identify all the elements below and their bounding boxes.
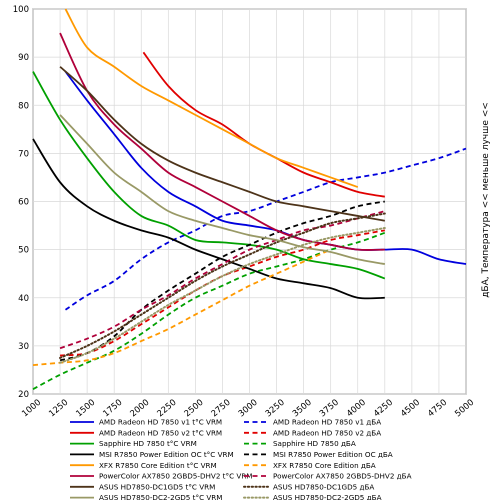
series-line-12	[59, 210, 386, 350]
series-line-6	[32, 231, 386, 390]
legend-label: XFX R7850 Core Edition t°C VRM	[99, 461, 217, 470]
legend-label: XFX R7850 Core Edition дБА	[273, 461, 376, 470]
legend-label: MSI R7850 Power Edition OC дБА	[273, 450, 393, 459]
x-tick-label: 4000	[345, 398, 368, 420]
x-tick-label: 2750	[210, 398, 233, 420]
legend-label: ASUS HD7850-DC2-2GD5 дБА	[273, 493, 382, 500]
legend-label: Sapphire HD 7850 t°C VRM	[99, 439, 197, 448]
series-line-2	[64, 147, 467, 311]
legend-label: ASUS HD7850-DC1GD5 t°C VRM	[99, 482, 215, 491]
x-tick-label: 2000	[128, 398, 151, 420]
x-tick-label: 3750	[318, 398, 341, 420]
x-tick-label: 4750	[426, 398, 449, 420]
y-axis-label: дБА, Температура << меньше лучше <<	[481, 102, 491, 298]
x-tick-label: 3000	[237, 398, 260, 420]
x-tick-label: 2250	[156, 398, 179, 420]
x-tick-label: 1500	[74, 398, 97, 420]
series-line-13	[59, 66, 385, 222]
legend-label: Sapphire HD 7850 дБА	[273, 439, 356, 448]
series-line-15	[59, 114, 385, 265]
x-tick-label: 2500	[183, 398, 206, 420]
y-tick-label: 90	[18, 53, 29, 63]
series-lines	[32, 8, 467, 390]
series-line-11	[59, 32, 385, 251]
x-tick-label: 5000	[453, 398, 476, 420]
legend-label: AMD Radeon HD 7850 v1 дБА	[273, 418, 381, 427]
legend-label: PowerColor AX7850 2GBD5-DHV2 t°C VRM	[99, 472, 253, 481]
x-tick-label: 1250	[47, 398, 70, 420]
legend-label: MSI R7850 Power Edition OC t°C VRM	[99, 450, 234, 459]
series-line-10	[32, 248, 332, 367]
y-tick-label: 50	[18, 246, 29, 256]
series-line-1	[64, 71, 467, 265]
y-tick-label: 20	[18, 390, 29, 400]
series-line-16	[59, 226, 386, 364]
legend-label: AMD Radeon HD 7850 v2 t°C VRM	[99, 428, 222, 437]
series-line-8	[59, 200, 385, 362]
series-line-14	[59, 212, 386, 359]
x-tick-label: 4250	[372, 398, 395, 420]
legend-label: ASUS HD7850-DC1GD5 дБА	[273, 482, 374, 491]
y-tick-label: 70	[18, 149, 29, 159]
y-tick-label: 100	[13, 5, 29, 15]
legend-label: ASUS HD7850-DC2-2GD5 t°C VRM	[99, 493, 223, 500]
x-tick-label: 3500	[291, 398, 314, 420]
y-tick-label: 30	[18, 342, 29, 352]
y-tick-label: 60	[18, 198, 29, 208]
series-line-9	[64, 8, 359, 188]
legend-label: AMD Radeon HD 7850 v1 t°C VRM	[99, 418, 222, 427]
x-tick-label: 1750	[101, 398, 124, 420]
legend-label: AMD Radeon HD 7850 v2 дБА	[273, 428, 381, 437]
series-line-5	[32, 71, 386, 280]
legend-label: PowerColor AX7850 2GBD5-DHV2 дБА	[273, 472, 412, 481]
series-line-7	[32, 138, 385, 300]
x-tick-label: 4500	[399, 398, 422, 420]
x-tick-label: 1000	[20, 398, 43, 420]
y-tick-label: 80	[18, 101, 29, 111]
x-tick-label: 3250	[264, 398, 287, 420]
y-tick-label: 40	[18, 294, 29, 304]
grid	[32, 8, 467, 395]
legend: AMD Radeon HD 7850 v1 t°C VRM AMD Radeon …	[70, 418, 412, 500]
